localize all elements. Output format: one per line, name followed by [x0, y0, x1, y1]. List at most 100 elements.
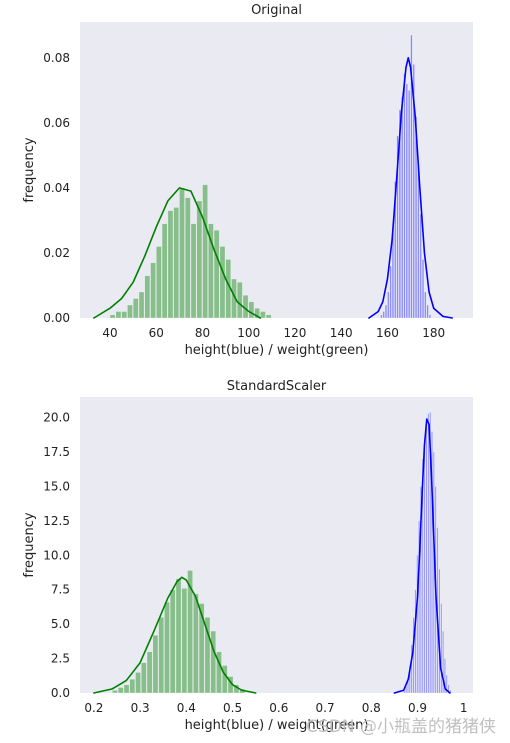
original-y-axis-label: frequency: [22, 137, 37, 203]
original-series-1-histogram-bar: [421, 259, 425, 319]
original-series-0-histogram-bar: [161, 223, 168, 319]
standardscaler-series-1-histogram-bar: [442, 630, 445, 694]
original-series-0-histogram-bar: [144, 275, 151, 319]
standardscaler-series-1-histogram-bar: [421, 458, 424, 694]
original-series-1-histogram-bar: [398, 109, 402, 319]
original-series-0-histogram-bar: [173, 207, 180, 319]
original-series-0-histogram-bar: [248, 301, 255, 319]
standardscaler-x-tick-label: 0.9: [408, 701, 427, 715]
original-x-axis-label: height(blue) / weight(green): [185, 343, 369, 358]
standardscaler-y-tick-label: 0.0: [51, 686, 70, 700]
original-series-0-histogram-bar: [115, 311, 122, 319]
original-chart-title: Original: [251, 3, 302, 18]
original-series-0-histogram-bar: [231, 278, 237, 319]
original-x-tick-label: 60: [149, 326, 164, 340]
original-y-tick-label: 0.06: [43, 116, 70, 130]
original-series-0-histogram-bar: [127, 304, 133, 319]
original-series-0-histogram-bar: [236, 281, 243, 319]
standardscaler-series-1-kde-line: [393, 418, 451, 694]
standardscaler-x-tick-label: 1: [460, 701, 468, 715]
standardscaler-series-0-histogram-bar: [181, 588, 188, 694]
original-series-1-histogram-bar: [382, 311, 385, 319]
original-series-1-histogram-bar: [407, 90, 411, 319]
standardscaler-series-1-histogram-bar: [419, 486, 422, 694]
standardscaler-series-0-histogram-bar: [152, 634, 159, 694]
standardscaler-series-1-histogram-bar: [410, 644, 413, 694]
original-y-tick-label: 0.00: [43, 311, 70, 325]
original-series-0-kde-line: [93, 187, 262, 319]
original-series-1-histogram-bar: [428, 314, 432, 319]
original-series-0-histogram-bar: [150, 262, 156, 319]
standardscaler-series-1-histogram-bar: [432, 451, 435, 694]
standardscaler-series-0-histogram-bar: [135, 672, 141, 694]
original-series-0-histogram-bar: [202, 184, 209, 319]
original-series-1-histogram-bar: [414, 116, 418, 319]
standardscaler-chart: StandardScaler height(blue) / weight(gre…: [22, 379, 473, 733]
standardscaler-y-tick-label: 12.5: [43, 514, 70, 528]
standardscaler-y-tick-label: 17.5: [43, 445, 70, 459]
original-series-1-histogram-bar: [396, 135, 399, 319]
original-series-1-histogram-bar: [405, 83, 408, 319]
standardscaler-series-1-histogram-bar: [414, 589, 417, 694]
standardscaler-series-0-histogram-bar: [123, 684, 130, 694]
standardscaler-series-0-histogram-bar: [117, 687, 124, 694]
original-series-1-histogram-bar: [419, 213, 422, 319]
original-series-1-histogram-bar: [387, 291, 390, 319]
standardscaler-series-1-histogram-bar: [444, 658, 446, 694]
original-series-0-histogram-bar: [155, 246, 162, 319]
standardscaler-series-0-histogram-bar: [112, 689, 118, 694]
standardscaler-series-0-histogram-bar: [210, 630, 217, 694]
original-y-tick-label: 0.02: [43, 246, 70, 260]
standardscaler-y-tick-label: 15.0: [43, 479, 70, 493]
standardscaler-y-tick-label: 10.0: [43, 548, 70, 562]
original-x-tick-label: 160: [376, 326, 399, 340]
original-series-1-histogram-bar: [384, 304, 388, 319]
standardscaler-series-0-histogram-bar: [158, 616, 165, 694]
original-x-tick-label: 120: [284, 326, 307, 340]
original-series-1-histogram-bar: [426, 304, 429, 319]
standardscaler-y-tick-label: 5.0: [51, 617, 70, 631]
standardscaler-series-0-histogram-bar: [198, 603, 205, 694]
standardscaler-x-tick-label: 0.5: [223, 701, 242, 715]
original-series-0-histogram-bar: [254, 307, 261, 319]
standardscaler-series-0-histogram-bar: [146, 651, 153, 694]
original-x-tick-label: 40: [102, 326, 117, 340]
standardscaler-series-0-histogram-bar: [192, 593, 199, 694]
standardscaler-series-0-histogram-bar: [140, 662, 147, 694]
original-series-0-histogram-bar: [219, 246, 226, 319]
standardscaler-series-1-histogram-bar: [447, 684, 450, 694]
standardscaler-x-tick-label: 0.3: [131, 701, 150, 715]
original-series-0-histogram-bar: [179, 187, 185, 319]
standardscaler-series-1-histogram-bar: [431, 431, 433, 694]
original-y-tick-label: 0.08: [43, 51, 70, 65]
original-series-0-histogram-bar: [138, 291, 145, 319]
standardscaler-y-tick-label: 20.0: [43, 411, 70, 425]
standardscaler-x-tick-label: 0.8: [362, 701, 381, 715]
original-series-0-histogram-bar: [196, 200, 203, 319]
standardscaler-series-0-histogram-bar: [221, 665, 228, 694]
original-series-0-histogram-bar: [121, 311, 128, 319]
original-series-0-histogram-bar: [265, 314, 272, 319]
standardscaler-series-0-histogram-bar: [164, 601, 170, 694]
original-x-tick-label: 180: [422, 326, 445, 340]
original-series-1-histogram-bar: [410, 34, 413, 319]
original-series-0-histogram-bar: [109, 314, 116, 319]
original-x-tick-label: 80: [195, 326, 210, 340]
standardscaler-chart-title: StandardScaler: [227, 379, 327, 394]
original-series-0-histogram-bar: [260, 311, 266, 319]
original-series-0-histogram-bar: [167, 210, 174, 319]
standardscaler-series-1-histogram-bar: [423, 437, 426, 694]
standardscaler-x-tick-label: 0.2: [84, 701, 103, 715]
original-x-tick-label: 140: [330, 326, 353, 340]
original-series-1-histogram-bar: [401, 96, 404, 319]
standardscaler-series-0-histogram-bar: [216, 651, 222, 694]
standardscaler-series-1-histogram-bar: [418, 520, 420, 694]
standardscaler-y-tick-label: 7.5: [51, 583, 70, 597]
standardscaler-series-0-kde-line: [93, 576, 257, 694]
standardscaler-series-1-histogram-bar: [440, 603, 443, 694]
original-series-0-histogram-bar: [190, 223, 197, 319]
original-series-0-histogram-bar: [184, 197, 191, 319]
standardscaler-y-tick-label: 2.5: [51, 652, 70, 666]
standardscaler-series-1-histogram-bar: [427, 413, 430, 694]
